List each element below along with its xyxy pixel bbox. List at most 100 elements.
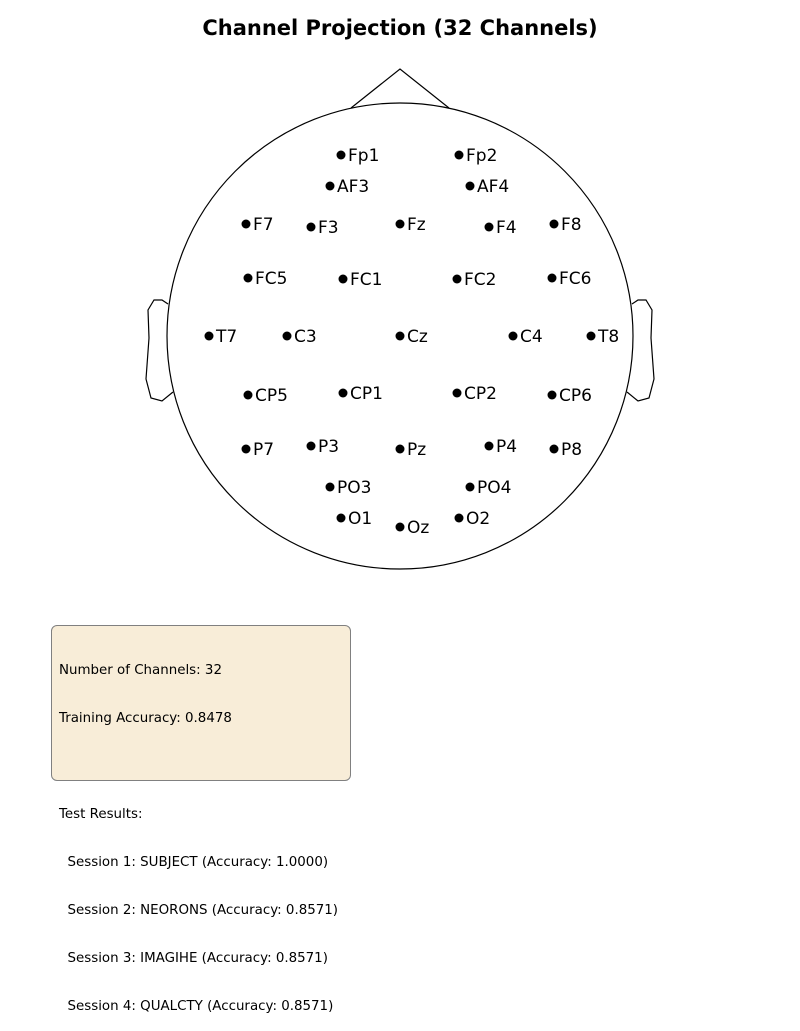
electrode-label: F3	[318, 218, 339, 238]
electrode-marker	[549, 444, 559, 454]
electrode-marker	[243, 273, 253, 283]
electrode-label: F7	[253, 215, 274, 235]
electrode-marker	[465, 482, 475, 492]
electrode-label: Cz	[407, 327, 428, 347]
electrode-cp2: CP2	[452, 384, 497, 404]
electrode-f4: F4	[484, 218, 517, 238]
electrode-label: FC2	[464, 270, 496, 290]
electrode-label: PO4	[477, 478, 511, 498]
electrode-label: Fz	[407, 215, 426, 235]
electrode-marker	[338, 274, 348, 284]
electrode-marker	[204, 331, 214, 341]
electrode-label: CP2	[464, 384, 497, 404]
electrode-cz: Cz	[395, 327, 428, 347]
electrode-marker	[241, 444, 251, 454]
session-result: Session 3: IMAGIHE (Accuracy: 0.8571)	[59, 951, 328, 966]
electrode-label: Fp2	[466, 146, 497, 166]
electrode-marker	[484, 441, 494, 451]
electrode-label: FC1	[350, 270, 382, 290]
electrode-marker	[306, 222, 316, 232]
electrode-marker	[484, 222, 494, 232]
electrode-marker	[508, 331, 518, 341]
test-results-header: Test Results:	[59, 807, 143, 822]
electrode-label: T8	[597, 327, 619, 347]
electrode-label: C4	[520, 327, 543, 347]
chart-title: Channel Projection (32 Channels)	[202, 16, 598, 40]
electrode-f7: F7	[241, 215, 274, 235]
electrode-marker	[454, 150, 464, 160]
electrode-marker	[465, 181, 475, 191]
electrode-pz: Pz	[395, 440, 426, 460]
electrode-p4: P4	[484, 437, 517, 457]
electrode-cp6: CP6	[547, 386, 592, 406]
electrode-marker	[549, 219, 559, 229]
electrode-marker	[452, 388, 462, 398]
electrode-f8: F8	[549, 215, 582, 235]
electrode-marker	[547, 390, 557, 400]
electrode-label: F8	[561, 215, 582, 235]
electrode-marker	[547, 273, 557, 283]
electrode-marker	[325, 482, 335, 492]
electrode-fc1: FC1	[338, 270, 382, 290]
electrode-label: Pz	[407, 440, 426, 460]
electrode-marker	[586, 331, 596, 341]
electrode-fz: Fz	[395, 215, 426, 235]
electrode-marker	[395, 331, 405, 341]
electrode-marker	[336, 513, 346, 523]
electrode-label: P4	[496, 437, 517, 457]
electrode-marker	[452, 274, 462, 284]
results-info-box: Number of Channels: 32 Training Accuracy…	[51, 625, 351, 1014]
electrode-marker	[243, 390, 253, 400]
electrode-marker	[325, 181, 335, 191]
electrode-label: P8	[561, 440, 582, 460]
electrode-f3: F3	[306, 218, 339, 238]
electrode-marker	[241, 219, 251, 229]
electrode-p8: P8	[549, 440, 582, 460]
electrode-label: O2	[466, 509, 490, 529]
session-result: Session 2: NEORONS (Accuracy: 0.8571)	[59, 903, 339, 918]
electrode-label: CP6	[559, 386, 592, 406]
electrode-label: P7	[253, 440, 274, 460]
electrode-label: FC6	[559, 269, 591, 289]
electrode-cp1: CP1	[338, 384, 383, 404]
right-ear-outline	[626, 299, 655, 402]
electrode-t7: T7	[204, 327, 237, 347]
training-accuracy-text: Training Accuracy: 0.8478	[59, 711, 232, 726]
electrode-label: AF3	[337, 177, 369, 197]
electrode-c3: C3	[282, 327, 317, 347]
electrode-fc6: FC6	[547, 269, 591, 289]
session-result: Session 4: QUALCTY (Accuracy: 0.8571)	[59, 999, 334, 1014]
num-channels-text: Number of Channels: 32	[59, 663, 222, 678]
electrode-label: PO3	[337, 478, 371, 498]
electrode-label: C3	[294, 327, 317, 347]
electrode-marker	[454, 513, 464, 523]
electrode-oz: Oz	[395, 518, 429, 538]
electrode-fc2: FC2	[452, 270, 496, 290]
electrode-marker	[338, 388, 348, 398]
session-result: Session 1: SUBJECT (Accuracy: 1.0000)	[59, 855, 329, 870]
electrode-label: CP5	[255, 386, 288, 406]
electrode-label: T7	[215, 327, 237, 347]
electrode-o1: O1	[336, 509, 372, 529]
nose-outline	[350, 68, 450, 109]
electrode-marker	[395, 522, 405, 532]
electrode-af4: AF4	[465, 177, 509, 197]
electrode-label: Fp1	[348, 146, 379, 166]
electrode-label: O1	[348, 509, 372, 529]
electrode-marker	[336, 150, 346, 160]
electrode-label: AF4	[477, 177, 509, 197]
head-outline	[166, 102, 634, 570]
electrode-c4: C4	[508, 327, 543, 347]
electrode-marker	[395, 219, 405, 229]
electrode-af3: AF3	[325, 177, 369, 197]
electrode-fc5: FC5	[243, 269, 287, 289]
left-ear-outline	[145, 299, 174, 402]
electrode-fp2: Fp2	[454, 146, 497, 166]
electrode-label: P3	[318, 437, 339, 457]
electrode-cp5: CP5	[243, 386, 288, 406]
electrode-p7: P7	[241, 440, 274, 460]
electrode-label: CP1	[350, 384, 383, 404]
electrode-fp1: Fp1	[336, 146, 379, 166]
electrode-label: FC5	[255, 269, 287, 289]
electrode-po3: PO3	[325, 478, 371, 498]
